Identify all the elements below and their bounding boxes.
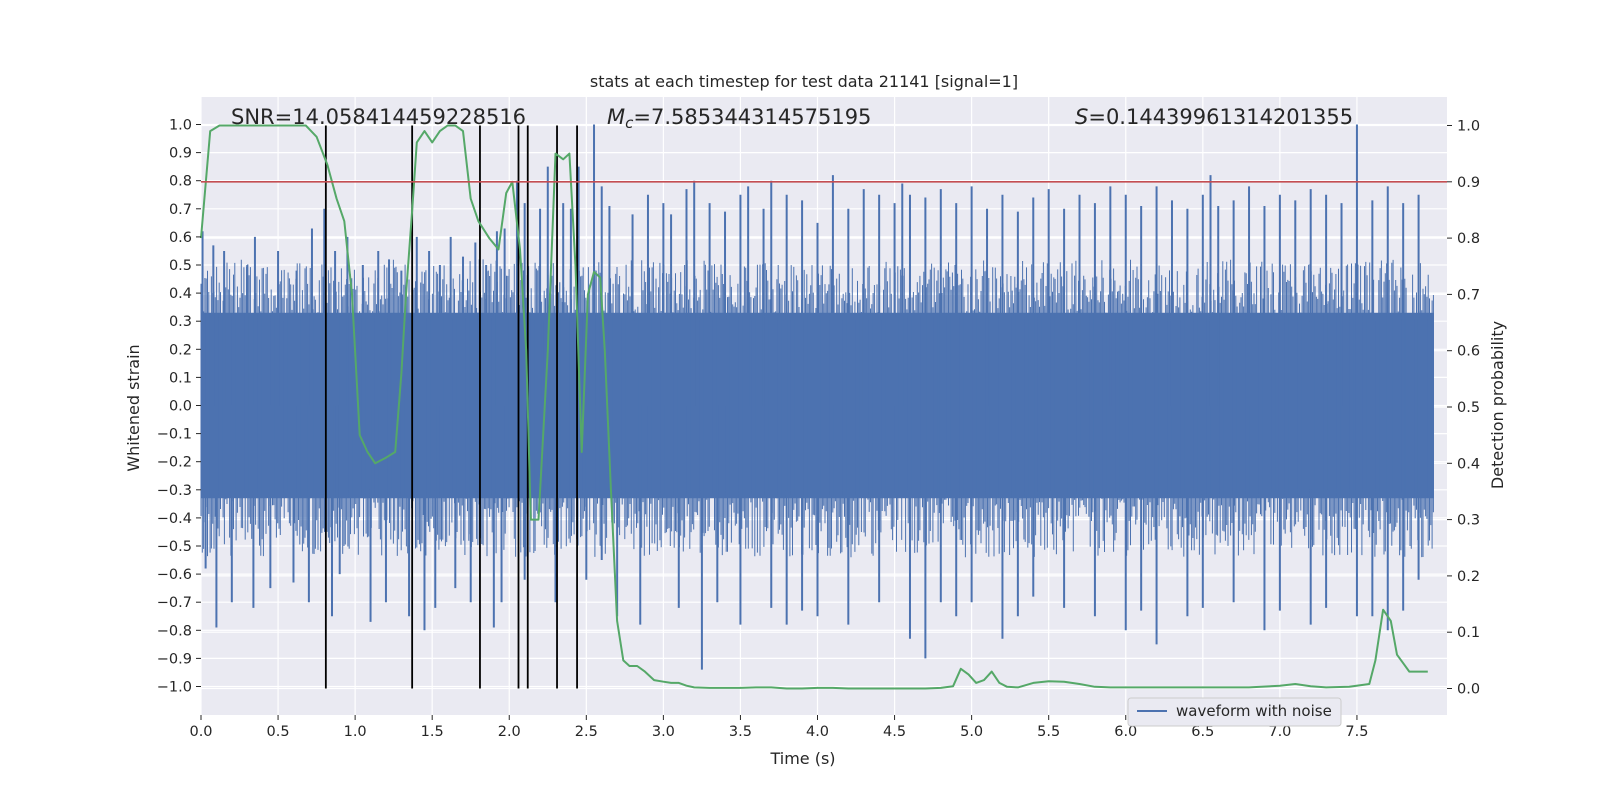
legend-label: waveform with noise bbox=[1176, 702, 1332, 720]
x-tick-label: 3.5 bbox=[729, 724, 752, 740]
mc-symbol: M bbox=[607, 105, 625, 129]
x-tick-label: 5.5 bbox=[1037, 724, 1060, 740]
x-tick-label: 2.5 bbox=[575, 724, 598, 740]
y-tick-label: −0.6 bbox=[157, 567, 192, 583]
y-tick-label: 0.7 bbox=[169, 202, 192, 218]
y-tick-label: −0.8 bbox=[157, 623, 192, 639]
y-tick-label: 0.0 bbox=[169, 399, 192, 415]
y-tick-label: 0.5 bbox=[169, 258, 192, 274]
x-axis-label: Time (s) bbox=[769, 749, 835, 768]
y2-tick-label: 0.9 bbox=[1457, 175, 1480, 191]
x-tick-label: 1.0 bbox=[344, 724, 367, 740]
y2-tick-label: 0.6 bbox=[1457, 344, 1480, 360]
x-tick-label: 7.0 bbox=[1268, 724, 1291, 740]
y-tick-label: 0.1 bbox=[169, 370, 192, 386]
x-tick-label: 4.0 bbox=[806, 724, 829, 740]
x-tick-label: 2.0 bbox=[498, 724, 521, 740]
chart-title: stats at each timestep for test data 211… bbox=[590, 72, 1018, 91]
y2-tick-label: 1.0 bbox=[1457, 119, 1480, 135]
y2-tick-label: 0.8 bbox=[1457, 231, 1480, 247]
s-value: =0.14439961314201355 bbox=[1088, 105, 1353, 129]
mc-annotation: Mc=7.585344314575195 bbox=[607, 105, 871, 132]
x-tick-label: 1.5 bbox=[421, 724, 444, 740]
y2-axis-label: Detection probability bbox=[1488, 321, 1507, 489]
y-tick-label: 0.6 bbox=[169, 230, 192, 246]
y2-tick-label: 0.3 bbox=[1457, 513, 1480, 529]
x-tick-label: 0.0 bbox=[189, 724, 212, 740]
y2-tick-label: 0.0 bbox=[1457, 682, 1480, 698]
snr-annotation: SNR=14.058414459228516 bbox=[231, 105, 526, 129]
y2-tick-label: 0.1 bbox=[1457, 625, 1480, 641]
legend-box bbox=[1127, 697, 1342, 727]
y-tick-label: −0.5 bbox=[157, 539, 192, 555]
x-tick-label: 7.5 bbox=[1345, 724, 1368, 740]
y2-tick-label: 0.5 bbox=[1457, 400, 1480, 416]
y-tick-label: −0.7 bbox=[157, 595, 192, 611]
y2-tick-label: 0.4 bbox=[1457, 456, 1480, 472]
y-tick-label: −0.3 bbox=[157, 483, 192, 499]
x-tick-label: 6.5 bbox=[1191, 724, 1214, 740]
x-tick-label: 5.0 bbox=[960, 724, 983, 740]
x-tick-label: 0.5 bbox=[267, 724, 290, 740]
y-tick-label: 0.4 bbox=[169, 286, 192, 302]
y-tick-label: 0.2 bbox=[169, 342, 192, 358]
y-tick-label: 0.9 bbox=[169, 146, 192, 162]
y-tick-label: 1.0 bbox=[169, 118, 192, 134]
waveform-series bbox=[200, 124, 1434, 670]
x-tick-label: 3.0 bbox=[652, 724, 675, 740]
y-tick-label: −0.1 bbox=[157, 427, 192, 443]
axes: 0.0 0.5 1.0 1.5 2.0 2.5 3.0 3.5 4.0 4.5 5.0 5.5 6.0 6… bbox=[157, 118, 1480, 741]
x-tick-label: 4.5 bbox=[883, 724, 906, 740]
y-tick-label: −0.2 bbox=[157, 455, 192, 471]
y-tick-label: −0.9 bbox=[157, 651, 192, 667]
y-tick-label: 0.8 bbox=[169, 174, 192, 190]
s-symbol: S bbox=[1075, 105, 1088, 129]
y-tick-label: 0.3 bbox=[169, 314, 192, 330]
y-tick-label: −1.0 bbox=[157, 680, 192, 696]
waveform-noise bbox=[200, 259, 1434, 558]
mc-subscript: c bbox=[625, 114, 634, 132]
mc-value: =7.585344314575195 bbox=[633, 105, 871, 129]
y2-tick-label: 0.2 bbox=[1457, 569, 1480, 585]
y-axis-label: Whitened strain bbox=[124, 344, 143, 471]
y2-tick-label: 0.7 bbox=[1457, 287, 1480, 303]
legend: waveform with noise bbox=[1127, 697, 1342, 727]
y-tick-label: −0.4 bbox=[157, 511, 192, 527]
probability-line bbox=[200, 124, 1428, 690]
probability-series bbox=[200, 124, 1428, 690]
s-annotation: S=0.14439961314201355 bbox=[1075, 105, 1353, 129]
x-tick-label: 6.0 bbox=[1114, 724, 1137, 740]
